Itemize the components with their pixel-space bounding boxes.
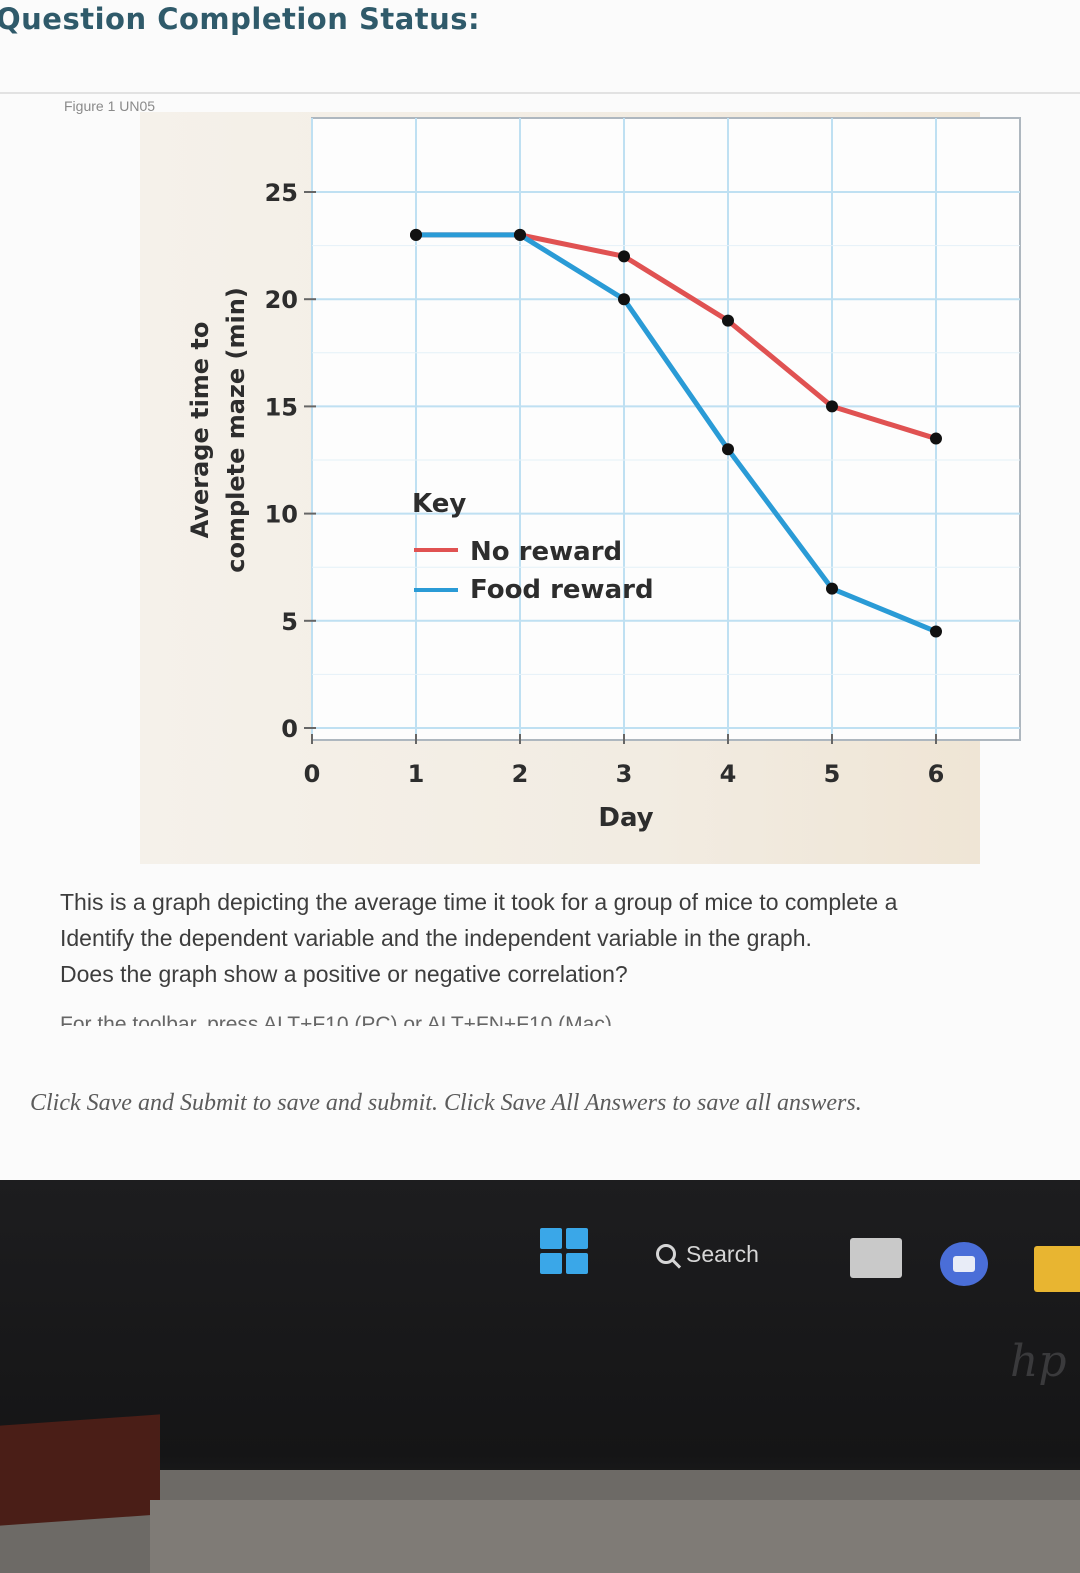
line-chart: 0 1 2 3 4 5 6 0 5 10 15 20 25 Average time to comple…	[186, 117, 1021, 833]
question-line-2: Identify the dependent variable and the …	[60, 925, 812, 951]
figure-label: Figure 1 UN05	[64, 98, 156, 114]
desk-shadow	[0, 1414, 160, 1526]
y-axis-label-line1: Average time to	[186, 322, 214, 539]
windows-start-icon[interactable]	[540, 1228, 588, 1274]
x-tick-label-4: 4	[720, 760, 737, 788]
y-tick-label-15: 15	[265, 393, 298, 421]
data-point-s0-3	[722, 314, 734, 327]
y-tick-label-25: 25	[265, 179, 298, 207]
browser-page: Question Completion Status: Figure 1 UN0…	[0, 2, 1080, 1116]
data-point-s1-1	[514, 228, 526, 241]
taskbar-search-button[interactable]: Search	[656, 1232, 816, 1276]
data-point-s1-3	[722, 443, 734, 456]
legend-title: Key	[412, 489, 466, 519]
legend: Key No reward Food reward	[412, 489, 654, 605]
y-tick-label-0: 0	[281, 715, 298, 743]
data-point-s0-2	[618, 250, 630, 263]
folder-icon[interactable]	[1034, 1246, 1080, 1292]
x-tick-label-2: 2	[512, 760, 529, 788]
question-completion-status-title: Question Completion Status:	[0, 2, 481, 36]
y-tick-label-20: 20	[265, 286, 298, 314]
taskbar-search-label: Search	[686, 1240, 759, 1267]
desk-top	[150, 1500, 1080, 1573]
data-point-s0-4	[826, 400, 838, 413]
y-axis-label-line2: complete maze (min)	[222, 287, 250, 573]
y-tick-label-10: 10	[265, 501, 298, 529]
video-meeting-icon[interactable]	[940, 1242, 988, 1286]
data-point-s0-5	[930, 432, 942, 445]
question-line-3: Does the graph show a positive or negati…	[60, 961, 628, 987]
y-tick-label-5: 5	[281, 608, 298, 636]
hp-logo-icon: hp	[1010, 1336, 1067, 1387]
data-point-s1-4	[826, 582, 838, 595]
toolbar-hint: For the toolbar, press ALT+F10 (PC) or A…	[60, 1013, 618, 1026]
data-point-s1-2	[618, 293, 630, 306]
x-tick-label-6: 6	[928, 760, 945, 788]
data-point-s1-5	[930, 625, 942, 638]
file-explorer-icon[interactable]	[850, 1238, 902, 1278]
data-point-s1-0	[410, 228, 422, 241]
search-icon	[656, 1244, 676, 1264]
series-line-1	[416, 232, 937, 634]
header-divider	[0, 92, 1080, 94]
x-tick-label-0: 0	[304, 760, 321, 788]
x-tick-label-3: 3	[616, 760, 633, 788]
save-submit-note: Click Save and Submit to save and submit…	[30, 1090, 862, 1116]
legend-label-no-reward: No reward	[470, 537, 622, 567]
legend-label-food-reward: Food reward	[470, 575, 654, 605]
plot-frame	[311, 117, 1021, 741]
x-tick-label-1: 1	[408, 760, 425, 788]
x-tick-label-5: 5	[824, 760, 841, 788]
question-line-1: This is a graph depicting the average ti…	[60, 889, 898, 915]
x-axis-label: Day	[598, 803, 653, 833]
question-text: This is a graph depicting the average ti…	[60, 884, 1080, 992]
